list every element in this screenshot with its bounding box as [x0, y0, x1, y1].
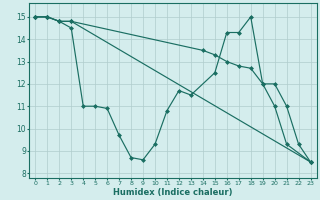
- X-axis label: Humidex (Indice chaleur): Humidex (Indice chaleur): [113, 188, 233, 197]
